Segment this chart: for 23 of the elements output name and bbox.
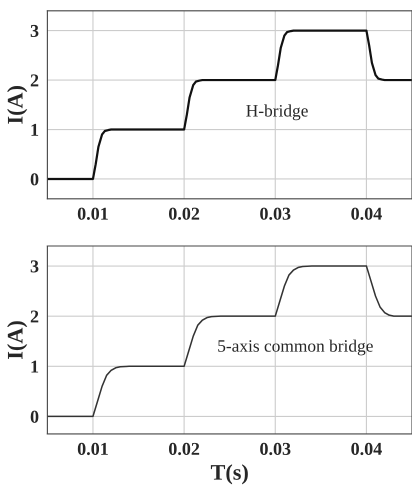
line-series [47, 265, 412, 418]
y-tick-label: 3 [30, 260, 38, 272]
y-axis-title: I(A) [7, 321, 28, 359]
y-tick-label: 0 [30, 173, 38, 186]
y-tick-label: 2 [30, 74, 38, 86]
annotation: 5-axis common bridge [218, 340, 373, 356]
x-tick-label: 0.03 [260, 208, 290, 220]
y-tick-label: 0 [30, 410, 38, 423]
x-tick-label: 0.03 [260, 442, 290, 456]
x-tick-label: 0.02 [169, 208, 200, 220]
y-tick-label: 1 [31, 124, 38, 136]
line-series [47, 30, 412, 180]
x-tick-label: 0.04 [351, 442, 382, 456]
x-tick-label: 0.04 [351, 208, 382, 220]
annotation: H-bridge [246, 104, 308, 120]
y-tick-label: 3 [30, 24, 38, 38]
y-axis-title: I(A) [7, 86, 28, 124]
y-tick-label: 2 [30, 310, 38, 322]
y-tick-label: 1 [31, 360, 38, 373]
x-tick-label: 0.01 [78, 442, 108, 456]
x-tick-label: 0.01 [78, 208, 108, 220]
x-tick-label: 0.02 [169, 442, 200, 456]
x-axis-title: T(s) [210, 464, 248, 484]
